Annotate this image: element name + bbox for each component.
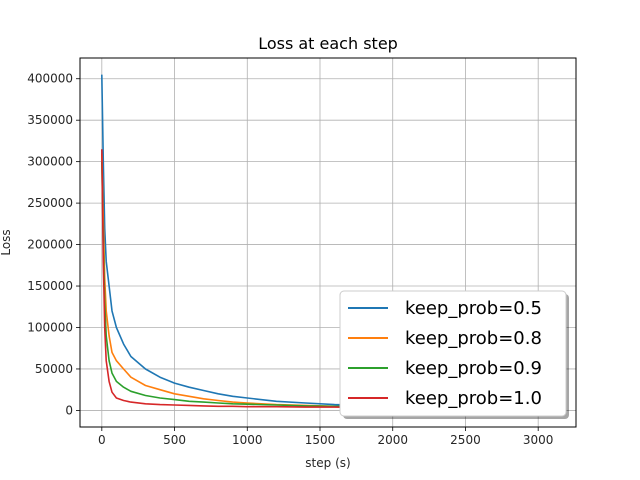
x-tick-label: 1000 <box>232 433 263 447</box>
legend-label: keep_prob=0.5 <box>405 298 542 319</box>
y-tick-label: 100000 <box>27 320 73 334</box>
series-line-keep-prob-1-0 <box>101 149 539 410</box>
legend-label: keep_prob=1.0 <box>405 388 542 409</box>
legend-label: keep_prob=0.9 <box>405 358 542 379</box>
y-tick-label: 400000 <box>27 72 73 86</box>
x-tick-label: 1500 <box>305 433 336 447</box>
legend: keep_prob=0.5 keep_prob=0.8 keep_prob=0.9k… <box>339 290 569 419</box>
y-tick-label: 150000 <box>27 279 73 293</box>
x-tick-label: 2000 <box>377 433 408 447</box>
y-tick-label: 350000 <box>27 113 73 127</box>
tick-layer: 0 500 1000 1500 2000 2500 3000 0 50000 100000 1500… <box>27 72 553 447</box>
x-tick-label: 0 <box>98 433 106 447</box>
y-axis-label: Loss <box>0 229 13 255</box>
x-tick-label: 3000 <box>523 433 554 447</box>
series-layer <box>101 74 539 410</box>
y-tick-label: 300000 <box>27 155 73 169</box>
plot-frame <box>79 57 577 428</box>
legend-label: keep_prob=0.8 <box>405 328 542 349</box>
legend-box <box>339 290 567 417</box>
chart-title: Loss at each step <box>258 34 398 53</box>
y-tick-label: 250000 <box>27 196 73 210</box>
y-tick-label: 0 <box>65 403 73 417</box>
series-line-keep-prob-0-9 <box>101 161 539 410</box>
x-axis-label: step (s) <box>305 456 350 470</box>
x-tick-label: 500 <box>163 433 186 447</box>
y-tick-label: 50000 <box>35 362 73 376</box>
series-line-keep-prob-0-5 <box>101 74 539 409</box>
y-tick-label: 200000 <box>27 238 73 252</box>
x-tick-label: 2500 <box>450 433 481 447</box>
